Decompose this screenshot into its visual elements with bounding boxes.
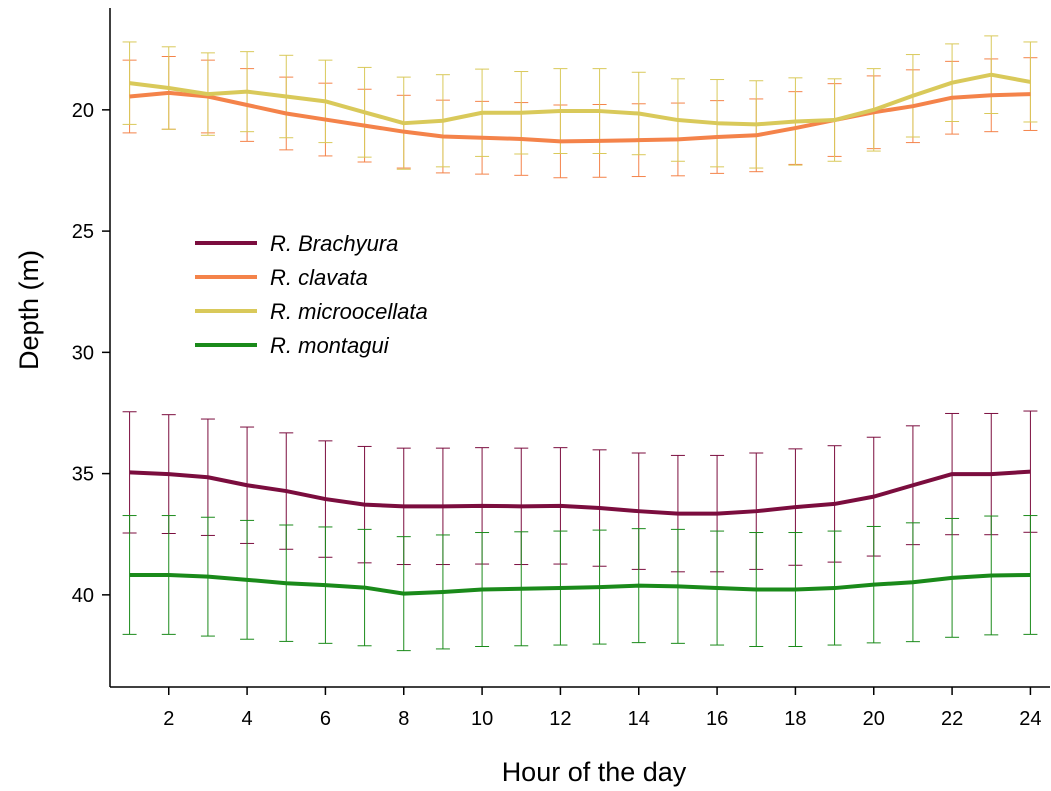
series-line-r-brachyura xyxy=(129,469,1031,516)
y-tick-label: 40 xyxy=(72,585,94,607)
x-tick-label: 24 xyxy=(1019,708,1041,730)
y-axis-title: Depth (m) xyxy=(14,250,44,370)
legend-item-r-montagui: R. montagui xyxy=(195,333,390,358)
x-tick-label: 14 xyxy=(628,708,650,730)
x-ticks: 2 4 6 8 10 12 14 16 18 20 22 24 xyxy=(163,687,1042,730)
y-tick-label: 35 xyxy=(72,464,94,486)
x-tick-label: 6 xyxy=(320,708,331,730)
legend-label: R. montagui xyxy=(270,333,390,358)
legend: R. Brachyura R. clavata R. microocellata R.… xyxy=(195,231,428,358)
x-tick-label: 18 xyxy=(784,708,806,730)
x-tick-label: 22 xyxy=(941,708,963,730)
axes-layer xyxy=(109,8,1050,688)
legend-item-r-microocellata: R. microocellata xyxy=(195,299,428,324)
x-tick-label: 4 xyxy=(242,708,253,730)
x-tick-label: 12 xyxy=(549,708,571,730)
legend-label: R. microocellata xyxy=(270,299,428,324)
y-ticks: 20 25 30 35 40 xyxy=(72,100,110,607)
legend-item-r-clavata: R. clavata xyxy=(195,265,368,290)
series-line-r-montagui xyxy=(129,572,1031,596)
x-tick-label: 16 xyxy=(706,708,728,730)
legend-label: R. clavata xyxy=(270,265,368,290)
x-axis-title: Hour of the day xyxy=(502,757,687,787)
legend-item-r-brachyura: R. Brachyura xyxy=(195,231,398,256)
legend-label: R. Brachyura xyxy=(270,231,398,256)
series-line-r-clavata xyxy=(129,90,1031,144)
x-tick-label: 2 xyxy=(163,708,174,730)
y-tick-label: 20 xyxy=(72,100,94,122)
series-lines-layer xyxy=(129,72,1031,596)
error-bars-layer xyxy=(122,35,1038,652)
x-tick-label: 20 xyxy=(863,708,885,730)
y-tick-label: 30 xyxy=(72,342,94,364)
series-line-r-microocellata xyxy=(129,72,1031,127)
y-tick-label: 25 xyxy=(72,221,94,243)
x-tick-label: 8 xyxy=(398,708,409,730)
x-tick-label: 10 xyxy=(471,708,493,730)
